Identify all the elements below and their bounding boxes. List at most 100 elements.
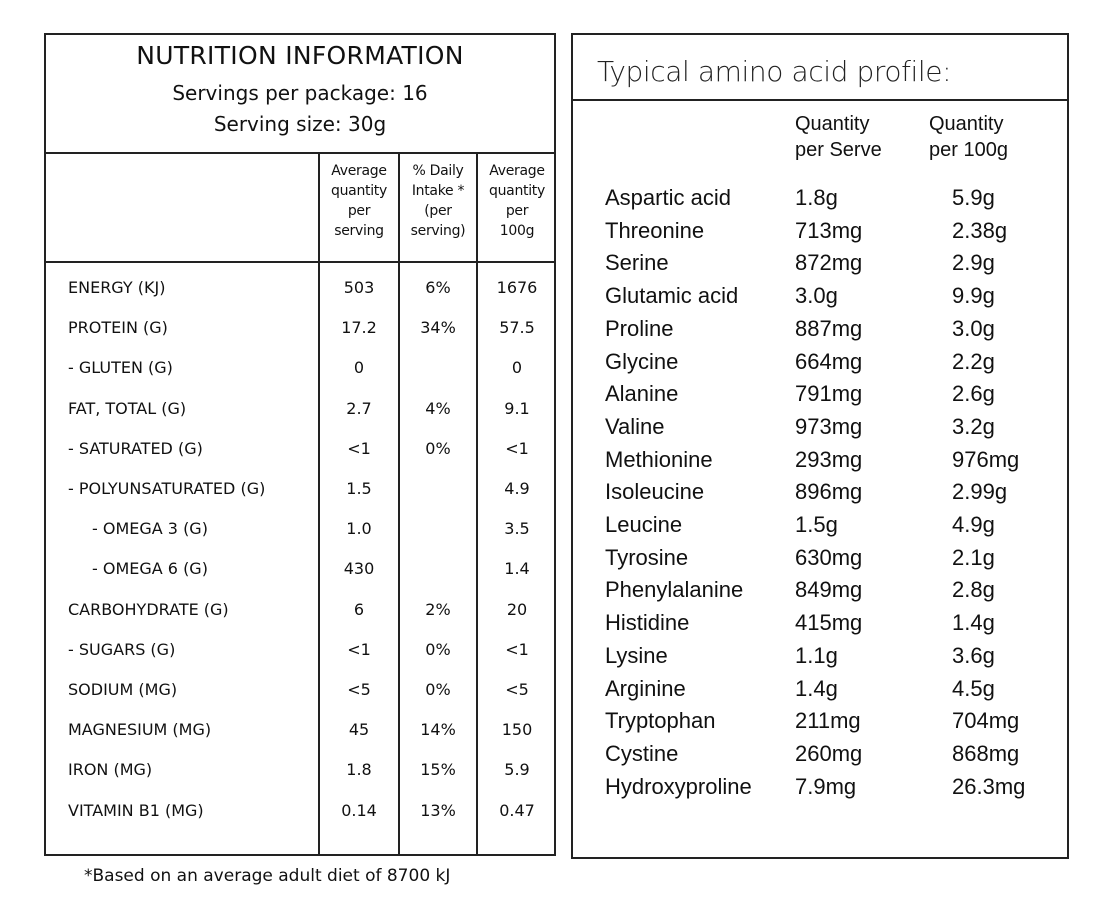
daily-intake-value: 6% <box>425 278 451 297</box>
table-row: Leucine 1.5g 4.9g <box>573 512 1067 545</box>
amino-acid-name: Glutamic acid <box>605 283 739 309</box>
amino-acid-name: Valine <box>605 413 665 439</box>
per-serve-value: 791mg <box>795 381 863 407</box>
table-row: Serine 872mg 2.9g <box>573 250 1067 283</box>
nutrient-name: PROTEIN (G) <box>68 318 168 338</box>
per-100g-value: 4.9g <box>952 512 995 537</box>
per-serving-value: <5 <box>347 680 371 699</box>
per-100g-value: 1.4g <box>952 610 995 636</box>
column-divider <box>318 152 320 854</box>
per-serve-value: 293mg <box>795 446 863 472</box>
per-100g-value: 0.47 <box>499 800 535 820</box>
amino-acid-name: Phenylalanine <box>605 577 744 603</box>
amino-acid-name: Serine <box>605 250 669 276</box>
table-row: - OMEGA 6 (G) 430 1.4 <box>46 559 554 599</box>
daily-intake-value: 2% <box>425 599 451 619</box>
table-row: ENERGY (KJ) 503 6% 1676 <box>46 278 554 318</box>
per-serve-value: 630mg <box>795 544 863 570</box>
per-serve-value: 1.1g <box>795 642 838 668</box>
per-serving-value: 0.14 <box>341 800 377 820</box>
col-header-daily-intake: % Daily Intake * (per serving) <box>410 163 466 239</box>
per-100g-value: 2.2g <box>952 348 995 374</box>
per-100g-value: 976mg <box>952 446 1020 472</box>
nutrient-name: - OMEGA 3 (G) <box>92 519 208 539</box>
table-row: Phenylalanine 849mg 2.8g <box>573 577 1067 610</box>
per-100g-value: 2.6g <box>952 381 995 407</box>
header-divider <box>46 261 554 263</box>
daily-intake-value: 4% <box>425 398 451 418</box>
per-serve-value: 1.4g <box>795 675 838 701</box>
table-row: - SUGARS (G) <1 0% <1 <box>46 640 554 680</box>
nutrient-name: IRON (MG) <box>68 760 153 780</box>
daily-intake-value: 0% <box>425 438 451 458</box>
table-row: IRON (MG) 1.8 15% 5.9 <box>46 760 554 800</box>
table-row: SODIUM (MG) <5 0% <5 <box>46 680 554 720</box>
col-header-per-serving: Average quantity per serving <box>331 163 387 239</box>
amino-acid-name: Threonine <box>605 217 705 243</box>
amino-acid-name: Aspartic acid <box>605 185 731 210</box>
per-100g-value: 2.9g <box>952 250 995 276</box>
table-row: Tryptophan 211mg 704mg <box>573 708 1067 741</box>
table-row: Proline 887mg 3.0g <box>573 316 1067 349</box>
per-serve-value: 7.9mg <box>795 773 857 799</box>
per-serve-value: 1.5g <box>795 512 838 537</box>
per-100g-value: 3.2g <box>952 413 995 439</box>
amino-acid-name: Tyrosine <box>605 544 689 570</box>
amino-divider <box>573 99 1067 101</box>
daily-intake-value: 14% <box>420 720 456 740</box>
amino-acid-name: Cystine <box>605 740 679 766</box>
per-100g-value: 9.9g <box>952 283 995 309</box>
per-100g-value: 1676 <box>496 278 538 297</box>
table-row: Tyrosine 630mg 2.1g <box>573 545 1067 578</box>
per-serve-value: 664mg <box>795 348 863 374</box>
column-divider <box>476 152 478 854</box>
amino-acid-name: Tryptophan <box>605 708 716 734</box>
table-row: Histidine 415mg 1.4g <box>573 610 1067 643</box>
servings-per-package: Servings per package: 16 <box>172 81 428 105</box>
table-row: Arginine 1.4g 4.5g <box>573 676 1067 709</box>
per-serving-value: 0 <box>353 358 365 378</box>
per-serving-value: 2.7 <box>346 398 372 418</box>
table-row: Methionine 293mg 976mg <box>573 447 1067 480</box>
table-row: VITAMIN B1 (MG) 0.14 13% 0.47 <box>46 801 554 841</box>
per-serving-value: 6 <box>353 599 365 619</box>
table-row: - POLYUNSATURATED (G) 1.5 4.9 <box>46 479 554 519</box>
per-serve-value: 887mg <box>795 315 863 341</box>
table-row: - GLUTEN (G) 0 0 <box>46 358 554 398</box>
amino-panel: Typical amino acid profile: Quantity per… <box>571 33 1069 859</box>
nutrient-name: - POLYUNSATURATED (G) <box>68 479 266 498</box>
per-serve-value: 260mg <box>795 740 863 766</box>
per-serving-value: 1.5 <box>346 479 372 498</box>
per-100g-value: 4.9 <box>504 479 530 498</box>
per-serving-value: 1.0 <box>346 519 372 539</box>
amino-acid-name: Histidine <box>605 610 690 636</box>
amino-acid-name: Arginine <box>605 675 686 701</box>
nutrient-name: CARBOHYDRATE (G) <box>68 599 229 619</box>
amino-title: Typical amino acid profile: <box>597 55 952 88</box>
table-row: Glycine 664mg 2.2g <box>573 349 1067 382</box>
daily-intake-value: 0% <box>425 680 451 699</box>
per-serve-value: 896mg <box>795 479 863 505</box>
nutrition-title: NUTRITION INFORMATION <box>136 41 464 70</box>
per-100g-value: <1 <box>505 438 529 458</box>
table-row: PROTEIN (G) 17.2 34% 57.5 <box>46 318 554 358</box>
col-header-per-100g: Quantity per 100g <box>929 113 1008 161</box>
per-100g-value: 704mg <box>952 708 1020 734</box>
daily-intake-value: 0% <box>425 639 451 659</box>
per-100g-value: <1 <box>505 639 529 659</box>
per-100g-value: 57.5 <box>499 318 535 338</box>
per-100g-value: <5 <box>505 680 529 699</box>
per-serving-value: 17.2 <box>341 318 377 338</box>
per-serving-value: 503 <box>343 278 375 297</box>
per-100g-value: 0 <box>511 358 523 378</box>
per-serving-value: <1 <box>347 639 371 659</box>
amino-acid-name: Lysine <box>605 642 668 668</box>
nutrient-name: - SUGARS (G) <box>68 639 176 659</box>
table-row: Lysine 1.1g 3.6g <box>573 643 1067 676</box>
serving-size: Serving size: 30g <box>213 112 387 136</box>
daily-intake-value: 13% <box>420 800 456 820</box>
per-100g-value: 868mg <box>952 740 1020 766</box>
table-row: FAT, TOTAL (G) 2.7 4% 9.1 <box>46 399 554 439</box>
col-header-per-100g: Average quantity per 100g <box>489 163 545 239</box>
table-row: Glutamic acid 3.0g 9.9g <box>573 283 1067 316</box>
